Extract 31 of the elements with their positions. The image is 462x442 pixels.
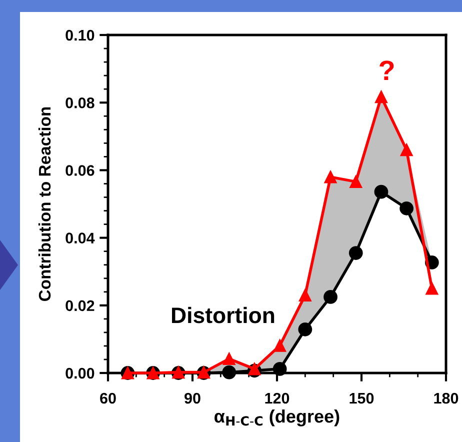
y-tick-label: 0.02 (66, 300, 94, 312)
point (350, 175, 362, 188)
x-tick-label: 60 (100, 392, 116, 404)
y-tick-label: 0.04 (66, 232, 95, 244)
point (426, 282, 438, 295)
point (374, 90, 388, 104)
point (298, 322, 312, 336)
x-axis-title: α$_{H-C-C}$ (degree) (214, 409, 340, 426)
y-axis-title: Contribution to Reaction (38, 107, 51, 301)
point (248, 362, 261, 376)
point (400, 201, 414, 216)
x-tick-label: 180 (434, 392, 458, 404)
point (374, 184, 388, 199)
point (324, 170, 337, 184)
annotation: Distortion (172, 306, 274, 324)
annotation: ? (380, 60, 394, 80)
point (222, 352, 236, 366)
y-tick-label: 0.08 (66, 97, 94, 108)
x-tick-label: 120 (265, 392, 290, 404)
y-tick-label: 0.00 (66, 368, 94, 379)
x-tick-label: 150 (350, 392, 374, 404)
point (272, 362, 287, 376)
point (222, 365, 236, 380)
point (400, 144, 413, 156)
point (274, 339, 286, 352)
point (298, 289, 312, 302)
y-tick-label: 0.06 (66, 165, 94, 176)
point (324, 290, 338, 304)
x-tick-label: 90 (184, 392, 200, 404)
point (348, 246, 363, 260)
y-tick-label: 0.10 (66, 30, 94, 41)
